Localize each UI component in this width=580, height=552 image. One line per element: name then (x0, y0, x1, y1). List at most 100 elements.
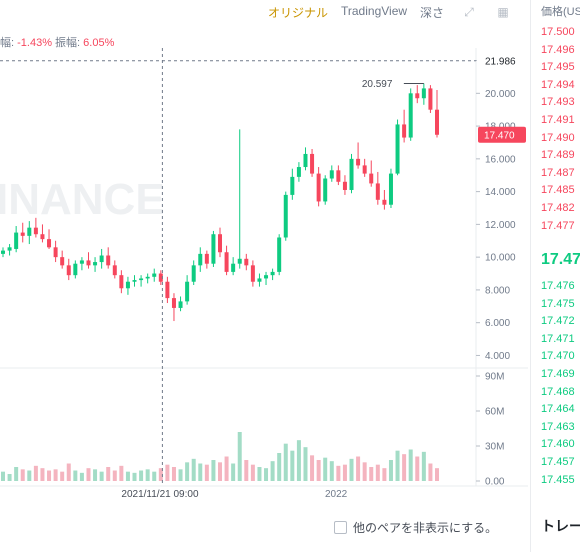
candle-body (171, 298, 176, 308)
bid-price[interactable]: 17.476 (541, 280, 575, 292)
price-tick-label: 14.000 (485, 187, 516, 198)
grid-icon[interactable]: ▦ (497, 5, 509, 19)
price-tick-label: 20.000 (485, 89, 516, 100)
ask-price[interactable]: 17.482 (541, 202, 575, 214)
change-label: 幅: (0, 37, 15, 49)
volume-bar (112, 470, 117, 481)
expand-icon[interactable]: ⤢ (464, 5, 474, 19)
amplitude-value: 6.05% (83, 37, 115, 49)
candle-body (435, 109, 439, 135)
candle-body (356, 158, 361, 166)
price-tick-label: 4.000 (485, 351, 510, 362)
volume-bar (375, 464, 380, 481)
candle-body (237, 258, 242, 264)
volume-bar (66, 463, 71, 481)
ask-price[interactable]: 17.490 (541, 131, 575, 144)
candle-body (231, 263, 236, 272)
candle-body (191, 265, 196, 282)
hide-pairs-option[interactable]: 他のペアを非表示にする。 (334, 519, 497, 536)
bid-price[interactable]: 17.472 (541, 315, 575, 328)
candle-body (86, 260, 91, 266)
tab-depth[interactable]: 深さ (420, 6, 445, 20)
bid-price[interactable]: 17.464 (541, 403, 575, 416)
last-price-tag (478, 126, 526, 143)
volume-bar (125, 471, 130, 481)
high-marker-label: 20.597 (362, 79, 393, 90)
bid-price[interactable]: 17.469 (541, 368, 575, 380)
candle-body (421, 88, 426, 99)
ask-price[interactable]: 17.477 (541, 219, 575, 232)
bid-price[interactable]: 17.460 (541, 438, 575, 451)
ask-price[interactable]: 17.489 (541, 149, 575, 162)
bid-price[interactable]: 17.475 (541, 297, 575, 310)
candle-body (369, 173, 374, 184)
volume-bar (1, 471, 5, 481)
tab-tradingview[interactable]: TradingView (341, 4, 408, 18)
volume-bar (86, 468, 91, 481)
volume-bar (218, 462, 222, 481)
candle-body (27, 227, 32, 236)
mid-price: 17.470 (541, 251, 580, 268)
hide-pairs-label: 他のペアを非表示にする。 (353, 521, 498, 535)
bid-price[interactable]: 17.457 (541, 456, 575, 468)
candle-body (296, 167, 301, 177)
bid-price[interactable]: 17.468 (541, 385, 575, 398)
bid-price[interactable]: 17.455 (541, 473, 575, 486)
candle-body (290, 176, 295, 195)
bid-price[interactable]: 17.463 (541, 420, 575, 433)
volume-tick-label: 30M (485, 442, 504, 453)
volume-bar (40, 468, 45, 481)
candle-body (428, 88, 433, 110)
volume-bar (7, 474, 12, 481)
volume-bar (171, 467, 176, 481)
tab-original[interactable]: オリジナル (268, 6, 329, 20)
volume-bar (165, 464, 170, 481)
volume-bar (178, 469, 183, 481)
volume-bar (264, 468, 269, 481)
volume-bar (421, 451, 426, 481)
bid-price[interactable]: 17.471 (541, 332, 575, 345)
amplitude-label: 振幅: (55, 37, 81, 49)
volume-bar (20, 469, 25, 481)
ask-price[interactable]: 17.493 (541, 96, 575, 109)
volume-tick-label: 0.00 (485, 477, 505, 488)
candle-body (310, 153, 315, 174)
volume-bar (106, 467, 111, 481)
volume-bar (191, 458, 196, 481)
volume-bar (185, 462, 190, 481)
chart-toolbar: オリジナル TradingView 深さ ⤢ ▦ (0, 0, 528, 24)
candle-body (73, 263, 78, 276)
volume-tick-label: 90M (485, 372, 504, 383)
bid-price[interactable]: 17.470 (541, 350, 575, 363)
volume-bar (237, 432, 242, 481)
crosshair-price-box (477, 52, 527, 69)
volume-bar (356, 456, 361, 481)
volume-bar (283, 443, 288, 481)
candle-body (244, 258, 249, 266)
candle-body (336, 170, 341, 182)
candle-body (382, 199, 387, 205)
price-header: 価格(USDT) (541, 6, 580, 18)
candlestick-chart[interactable]: INANCE22.00020.00018.00016.00014.00012.0… (0, 0, 528, 552)
ask-price[interactable]: 17.487 (541, 166, 575, 179)
ask-price[interactable]: 17.491 (541, 114, 575, 126)
hide-pairs-checkbox[interactable] (334, 521, 347, 534)
candle-body (33, 227, 38, 235)
volume-bar (290, 450, 295, 481)
candle-body (264, 275, 269, 279)
ask-price[interactable]: 17.500 (541, 26, 575, 38)
volume-bar (296, 440, 301, 481)
candle-body (20, 232, 25, 236)
ask-price[interactable]: 17.485 (541, 184, 575, 197)
volume-tick-label: 60M (485, 407, 504, 418)
ask-price[interactable]: 17.495 (541, 61, 575, 74)
chart-panel: INANCE22.00020.00018.00016.00014.00012.0… (0, 0, 528, 552)
volume-bar (250, 464, 255, 481)
watermark: INANCE (0, 175, 165, 224)
candle-body (152, 273, 157, 277)
candle-body (270, 271, 275, 276)
candle-body (106, 255, 111, 266)
ask-price[interactable]: 17.496 (541, 43, 575, 56)
ask-price[interactable]: 17.494 (541, 78, 575, 91)
candle-body (218, 234, 222, 253)
